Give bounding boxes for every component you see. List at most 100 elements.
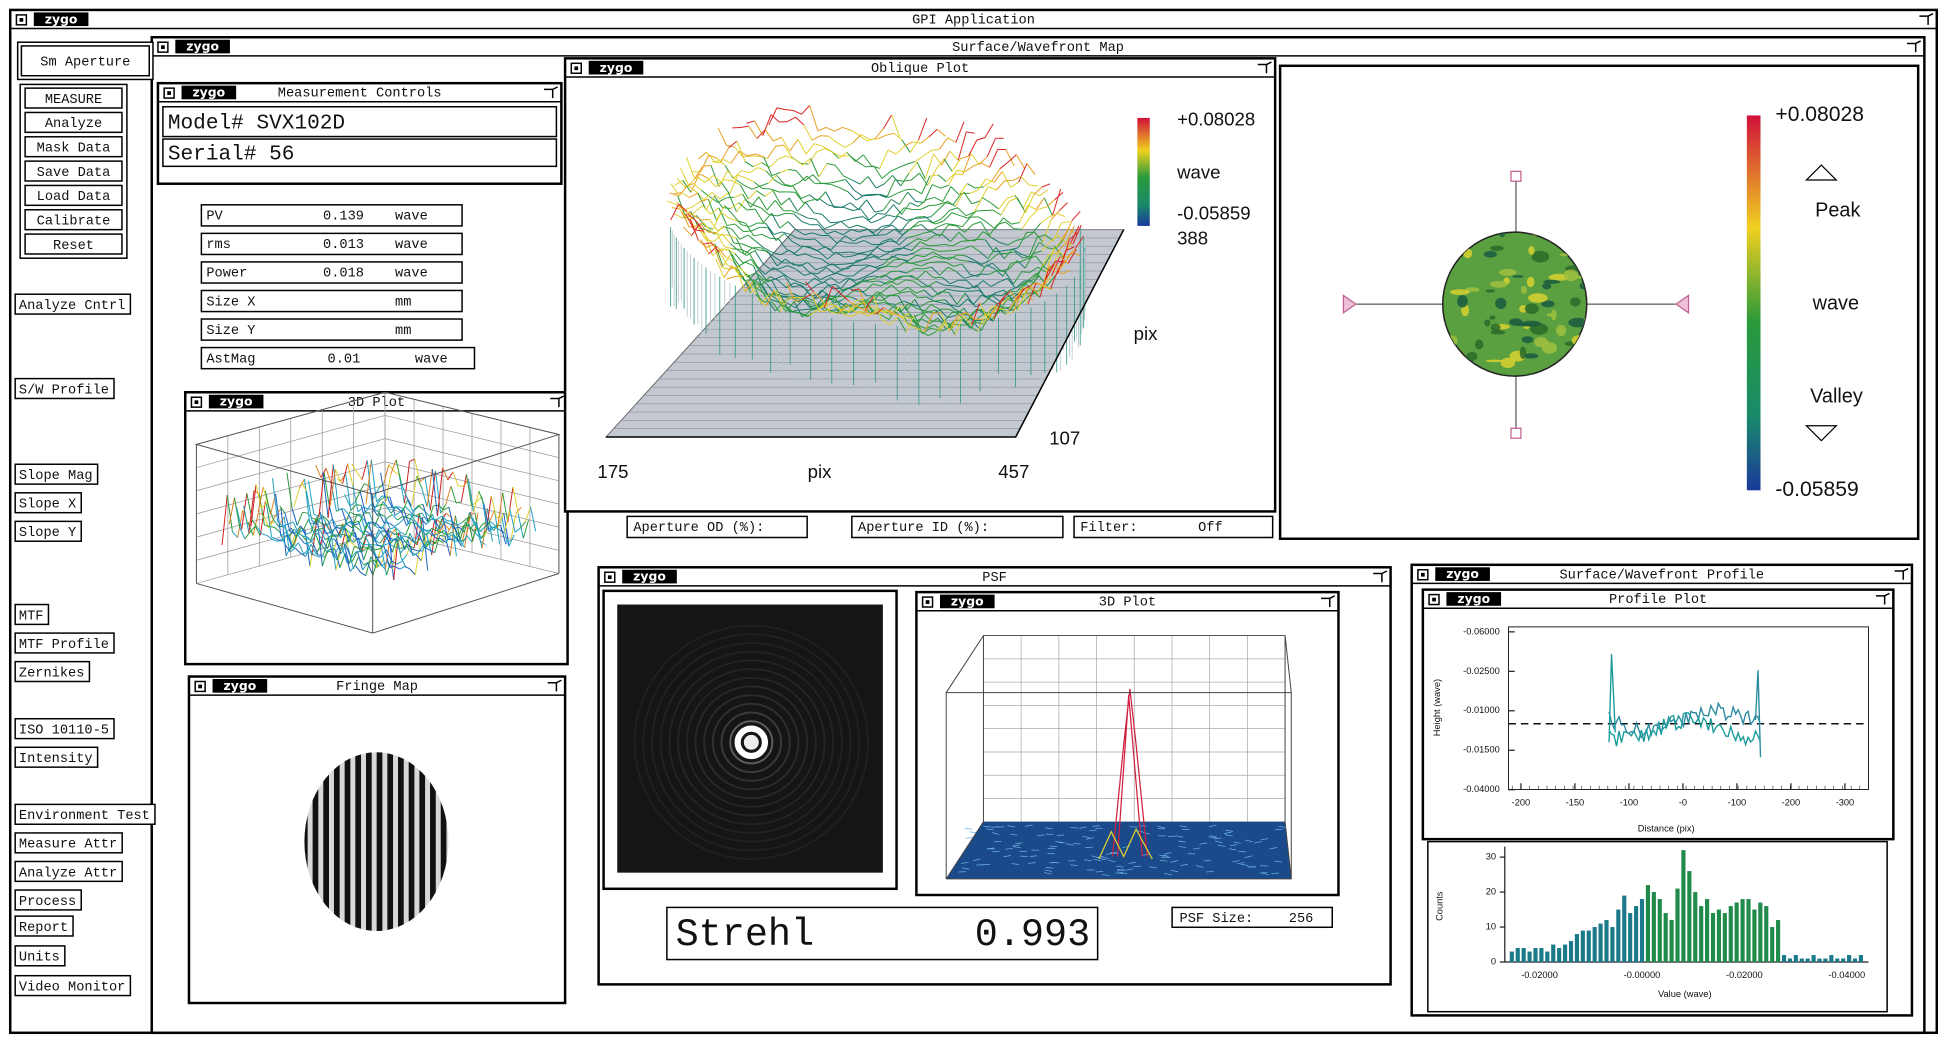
surface-mesh bbox=[856, 305, 866, 311]
result-field bbox=[200, 289, 463, 313]
crosshair-handle[interactable] bbox=[1342, 294, 1690, 315]
command-button[interactable] bbox=[24, 160, 123, 182]
resize-icon[interactable] bbox=[543, 86, 558, 99]
surface-mesh bbox=[418, 533, 425, 548]
logo-badge bbox=[175, 39, 230, 54]
surface-mesh bbox=[731, 180, 741, 186]
resize-icon[interactable] bbox=[1875, 592, 1890, 605]
valley-arrow[interactable] bbox=[1804, 425, 1838, 442]
histogram-bar bbox=[1669, 920, 1674, 963]
surface-mesh bbox=[325, 468, 332, 484]
surface-mesh bbox=[928, 331, 937, 336]
surface-mesh bbox=[887, 214, 896, 218]
surface-mesh bbox=[262, 533, 268, 537]
surface-mesh bbox=[413, 505, 420, 512]
surface-mesh bbox=[1029, 266, 1039, 273]
floor-noise bbox=[1240, 863, 1249, 866]
surface-mesh bbox=[803, 272, 813, 276]
resize-icon[interactable] bbox=[1919, 12, 1934, 25]
surface-mesh bbox=[840, 220, 850, 229]
speckle bbox=[1551, 309, 1557, 321]
resize-icon[interactable] bbox=[547, 679, 562, 692]
surface-mesh bbox=[429, 470, 436, 511]
surface-mesh bbox=[813, 212, 823, 215]
surface-mesh bbox=[714, 158, 723, 163]
floor-noise bbox=[1045, 867, 1054, 869]
surface-mesh bbox=[348, 546, 355, 565]
floor-noise bbox=[1065, 843, 1074, 846]
speckle bbox=[1450, 289, 1470, 295]
peak-arrow[interactable] bbox=[1804, 164, 1838, 181]
surface-mesh bbox=[298, 542, 305, 555]
surface-mesh bbox=[927, 309, 936, 313]
surface-mesh bbox=[858, 302, 867, 305]
nav-button[interactable] bbox=[14, 717, 115, 740]
floor-noise bbox=[1178, 846, 1187, 848]
surface-mesh bbox=[837, 179, 846, 183]
command-button[interactable] bbox=[24, 184, 123, 207]
nav-button[interactable] bbox=[14, 832, 123, 854]
histogram-bar bbox=[1710, 913, 1716, 963]
surface-mesh bbox=[1061, 269, 1071, 275]
nav-button[interactable] bbox=[14, 860, 123, 883]
nav-button[interactable] bbox=[14, 293, 132, 315]
surface-mesh bbox=[300, 481, 307, 492]
resize-icon[interactable] bbox=[1257, 61, 1272, 74]
resize-icon[interactable] bbox=[1321, 595, 1336, 608]
crosshair-handle[interactable] bbox=[1510, 427, 1522, 439]
surface-mesh bbox=[401, 554, 408, 562]
surface-mesh bbox=[861, 235, 870, 238]
surface-mesh bbox=[806, 291, 816, 299]
nav-button[interactable] bbox=[14, 660, 91, 683]
nav-button[interactable] bbox=[14, 746, 99, 768]
surface-mesh bbox=[1010, 181, 1019, 188]
nav-button[interactable] bbox=[14, 520, 82, 542]
command-button[interactable] bbox=[24, 233, 123, 255]
surface-mesh bbox=[873, 298, 883, 302]
nav-button[interactable] bbox=[14, 915, 74, 937]
nav-button[interactable] bbox=[14, 974, 132, 997]
surface-mesh bbox=[1006, 251, 1015, 254]
surface-mesh bbox=[909, 238, 918, 245]
surface-mesh bbox=[316, 514, 323, 526]
command-button[interactable] bbox=[24, 136, 123, 158]
surface-mesh bbox=[1023, 286, 1032, 291]
surface-mesh bbox=[391, 514, 398, 521]
surface-mesh bbox=[921, 285, 931, 288]
nav-button[interactable] bbox=[14, 463, 99, 485]
surface-mesh bbox=[730, 202, 740, 209]
surface-mesh bbox=[831, 263, 841, 270]
surface-mesh bbox=[898, 270, 907, 274]
nav-button[interactable] bbox=[14, 803, 156, 825]
surface-mesh bbox=[967, 298, 976, 308]
nav-button[interactable] bbox=[14, 945, 66, 967]
surface-mesh bbox=[385, 530, 392, 542]
surface-mesh bbox=[441, 532, 448, 536]
nav-button[interactable] bbox=[14, 889, 82, 911]
command-button[interactable] bbox=[24, 87, 123, 109]
close-box-dot bbox=[194, 400, 199, 405]
surface-mesh bbox=[505, 539, 512, 545]
command-button[interactable] bbox=[24, 111, 123, 134]
histogram-bar bbox=[1557, 948, 1562, 963]
surface-mesh bbox=[1019, 204, 1029, 223]
surface-mesh bbox=[398, 506, 404, 509]
surface-mesh bbox=[970, 153, 980, 165]
resize-icon[interactable] bbox=[550, 395, 565, 408]
surface-mesh bbox=[858, 251, 867, 254]
surface-mesh bbox=[827, 283, 836, 287]
surface-mesh bbox=[797, 139, 807, 155]
crosshair-handle[interactable] bbox=[1510, 170, 1522, 182]
nav-button[interactable] bbox=[14, 492, 82, 514]
surface-mesh bbox=[998, 198, 1008, 210]
resize-icon[interactable] bbox=[1373, 570, 1388, 583]
nav-button[interactable] bbox=[14, 632, 115, 654]
mode-button[interactable] bbox=[20, 45, 150, 77]
resize-icon[interactable] bbox=[1906, 40, 1921, 53]
surface-mesh bbox=[934, 300, 943, 304]
nav-button[interactable] bbox=[14, 603, 50, 626]
command-button[interactable] bbox=[24, 209, 123, 231]
resize-icon[interactable] bbox=[1894, 567, 1909, 580]
nav-button[interactable] bbox=[14, 377, 115, 400]
speckle bbox=[1528, 246, 1535, 255]
